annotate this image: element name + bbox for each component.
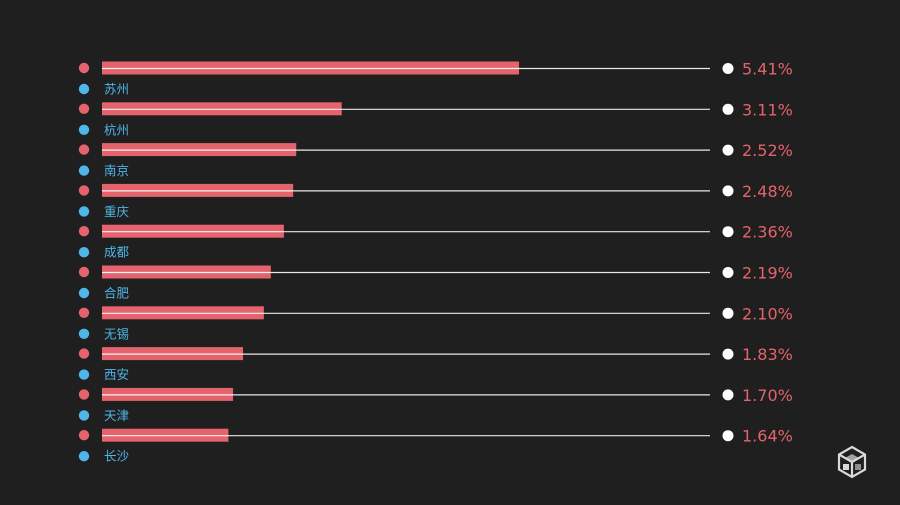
bar-dot	[78, 348, 90, 359]
category-label: 成都	[104, 245, 130, 260]
end-marker	[722, 185, 734, 197]
data-label: 2.52%	[742, 141, 793, 160]
category-label: 重庆	[104, 204, 130, 219]
category-dot	[78, 451, 90, 462]
category-label: 杭州	[104, 122, 129, 137]
end-marker	[722, 430, 734, 442]
chart-row: 2.19% 合肥	[78, 264, 793, 301]
category-dot	[78, 165, 90, 176]
bar-dot	[78, 62, 90, 74]
bar-dot	[78, 185, 90, 196]
end-marker	[722, 348, 734, 360]
category-dot	[78, 369, 90, 380]
data-label: 2.36%	[742, 223, 793, 242]
chart-row: 1.83% 西安	[78, 345, 793, 382]
chart-row: 1.70% 天津	[78, 386, 793, 423]
bar-dot	[78, 144, 90, 155]
chart-row: 2.52% 南京	[78, 141, 793, 178]
chart-row: 2.36% 成都	[78, 223, 793, 260]
data-label: 2.48%	[742, 182, 793, 201]
data-label: 1.64%	[742, 427, 793, 446]
data-label: 2.10%	[742, 304, 793, 323]
bar-dot	[78, 430, 90, 441]
bar-dot	[78, 103, 90, 115]
end-marker	[722, 267, 734, 278]
category-label: 苏州	[104, 82, 129, 97]
category-dot	[78, 83, 90, 95]
bar-dot	[78, 266, 90, 278]
category-dot	[78, 206, 90, 217]
category-label: 长沙	[104, 449, 130, 464]
data-label: 1.70%	[742, 386, 793, 405]
bar-dot	[78, 226, 90, 237]
category-dot	[78, 287, 90, 299]
cube-logo-icon	[837, 445, 867, 479]
category-dot	[78, 124, 90, 135]
category-dot	[78, 247, 90, 258]
category-label: 合肥	[104, 286, 130, 301]
end-marker	[722, 226, 734, 238]
chart-row: 2.48% 重庆	[78, 182, 793, 219]
category-label: 南京	[104, 163, 129, 178]
chart-row: 3.11% 杭州	[78, 100, 793, 137]
category-label: 无锡	[104, 326, 129, 341]
category-label: 天津	[104, 408, 129, 423]
chart-row: 5.41% 苏州	[78, 60, 793, 97]
data-label: 3.11%	[742, 100, 793, 119]
category-label: 西安	[104, 367, 129, 382]
end-marker	[722, 144, 734, 156]
bar-dot	[78, 307, 90, 318]
end-marker	[722, 307, 734, 319]
bar-dot	[78, 389, 90, 400]
end-marker	[722, 103, 734, 115]
chart-rows: 5.41% 苏州 3.11% 杭州 2.52% 南京 2.48% 重庆 2.36% 成都 2.19%…	[78, 60, 793, 464]
chart-row: 2.10% 无锡	[78, 304, 793, 341]
data-label: 1.83%	[742, 345, 793, 364]
data-label: 5.41%	[742, 60, 793, 79]
end-marker	[722, 389, 734, 401]
category-dot	[78, 328, 90, 339]
data-label: 2.19%	[742, 264, 793, 283]
chart-row: 1.64% 长沙	[78, 427, 793, 464]
end-marker	[722, 63, 734, 74]
category-dot	[78, 410, 90, 421]
